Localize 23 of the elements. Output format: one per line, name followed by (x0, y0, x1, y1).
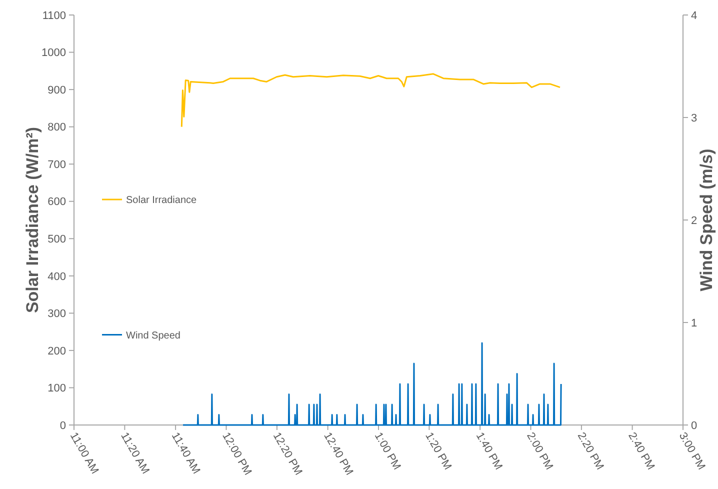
y-tick-label: 500 (48, 233, 66, 246)
y2-tick-label: 3 (691, 112, 698, 124)
y2-axis-title: Wind Speed (m/s) (697, 148, 716, 292)
y2-tick-label: 0 (691, 420, 698, 432)
y-tick-label: 600 (48, 196, 66, 208)
y-tick-label: 400 (48, 270, 66, 283)
y-tick-label: 200 (48, 345, 66, 358)
y-tick-label: 100 (48, 382, 66, 395)
y2-tick-label: 2 (691, 214, 698, 227)
y-axis-title: Solar Irradiance (W/m²) (23, 126, 42, 314)
legend-label: Solar Irradiance (126, 195, 198, 206)
y2-tick-label: 1 (691, 317, 698, 330)
y-tick-label: 300 (48, 308, 66, 320)
y2-tick-label: 4 (691, 10, 698, 22)
y-tick-label: 800 (48, 122, 66, 134)
y-tick-label: 900 (48, 84, 66, 96)
y-tick-label: 1000 (42, 47, 66, 60)
line-series (180, 73, 561, 128)
y-tick-label: 0 (60, 420, 66, 432)
line-series (182, 342, 562, 426)
legend-label: Wind Speed (126, 330, 180, 342)
y-tick-label: 1100 (42, 10, 66, 22)
y-tick-label: 700 (48, 158, 66, 171)
